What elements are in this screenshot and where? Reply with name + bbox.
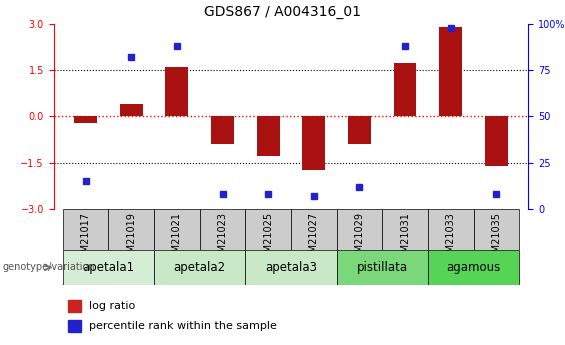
Text: GSM21025: GSM21025 (263, 212, 273, 265)
FancyBboxPatch shape (63, 250, 154, 285)
Text: log ratio: log ratio (89, 301, 136, 311)
Text: agamous: agamous (446, 261, 501, 274)
Bar (74, 117, 97, 122)
Bar (485, 117, 508, 166)
FancyBboxPatch shape (291, 209, 337, 250)
FancyBboxPatch shape (154, 209, 199, 250)
FancyBboxPatch shape (428, 209, 473, 250)
Bar (211, 117, 234, 144)
FancyBboxPatch shape (473, 209, 519, 250)
Bar (257, 117, 280, 156)
Text: GSM21019: GSM21019 (126, 212, 136, 265)
Bar (68, 300, 81, 312)
Text: GSM21021: GSM21021 (172, 212, 182, 265)
Text: apetala2: apetala2 (173, 261, 226, 274)
Bar (68, 320, 81, 333)
Bar (394, 62, 416, 117)
Bar (348, 117, 371, 144)
Bar (302, 117, 325, 170)
Bar (120, 104, 143, 117)
Text: GSM21017: GSM21017 (81, 212, 90, 265)
Bar (166, 67, 188, 117)
FancyBboxPatch shape (245, 209, 291, 250)
FancyBboxPatch shape (428, 250, 519, 285)
FancyBboxPatch shape (154, 250, 245, 285)
FancyBboxPatch shape (245, 250, 337, 285)
Text: GSM21023: GSM21023 (218, 212, 228, 265)
Text: pistillata: pistillata (357, 261, 408, 274)
FancyBboxPatch shape (337, 209, 383, 250)
FancyBboxPatch shape (383, 209, 428, 250)
Text: GSM21035: GSM21035 (492, 212, 501, 265)
Text: GDS867 / A004316_01: GDS867 / A004316_01 (204, 5, 361, 19)
FancyBboxPatch shape (63, 209, 108, 250)
Text: apetala1: apetala1 (82, 261, 134, 274)
Text: percentile rank within the sample: percentile rank within the sample (89, 322, 277, 332)
Text: GSM21029: GSM21029 (354, 212, 364, 265)
FancyBboxPatch shape (337, 250, 428, 285)
Text: genotype/variation: genotype/variation (3, 263, 95, 272)
Text: apetala3: apetala3 (265, 261, 317, 274)
Text: GSM21031: GSM21031 (400, 212, 410, 265)
FancyBboxPatch shape (199, 209, 245, 250)
Bar (440, 27, 462, 117)
Text: GSM21033: GSM21033 (446, 212, 456, 265)
Text: GSM21027: GSM21027 (309, 212, 319, 265)
FancyBboxPatch shape (108, 209, 154, 250)
